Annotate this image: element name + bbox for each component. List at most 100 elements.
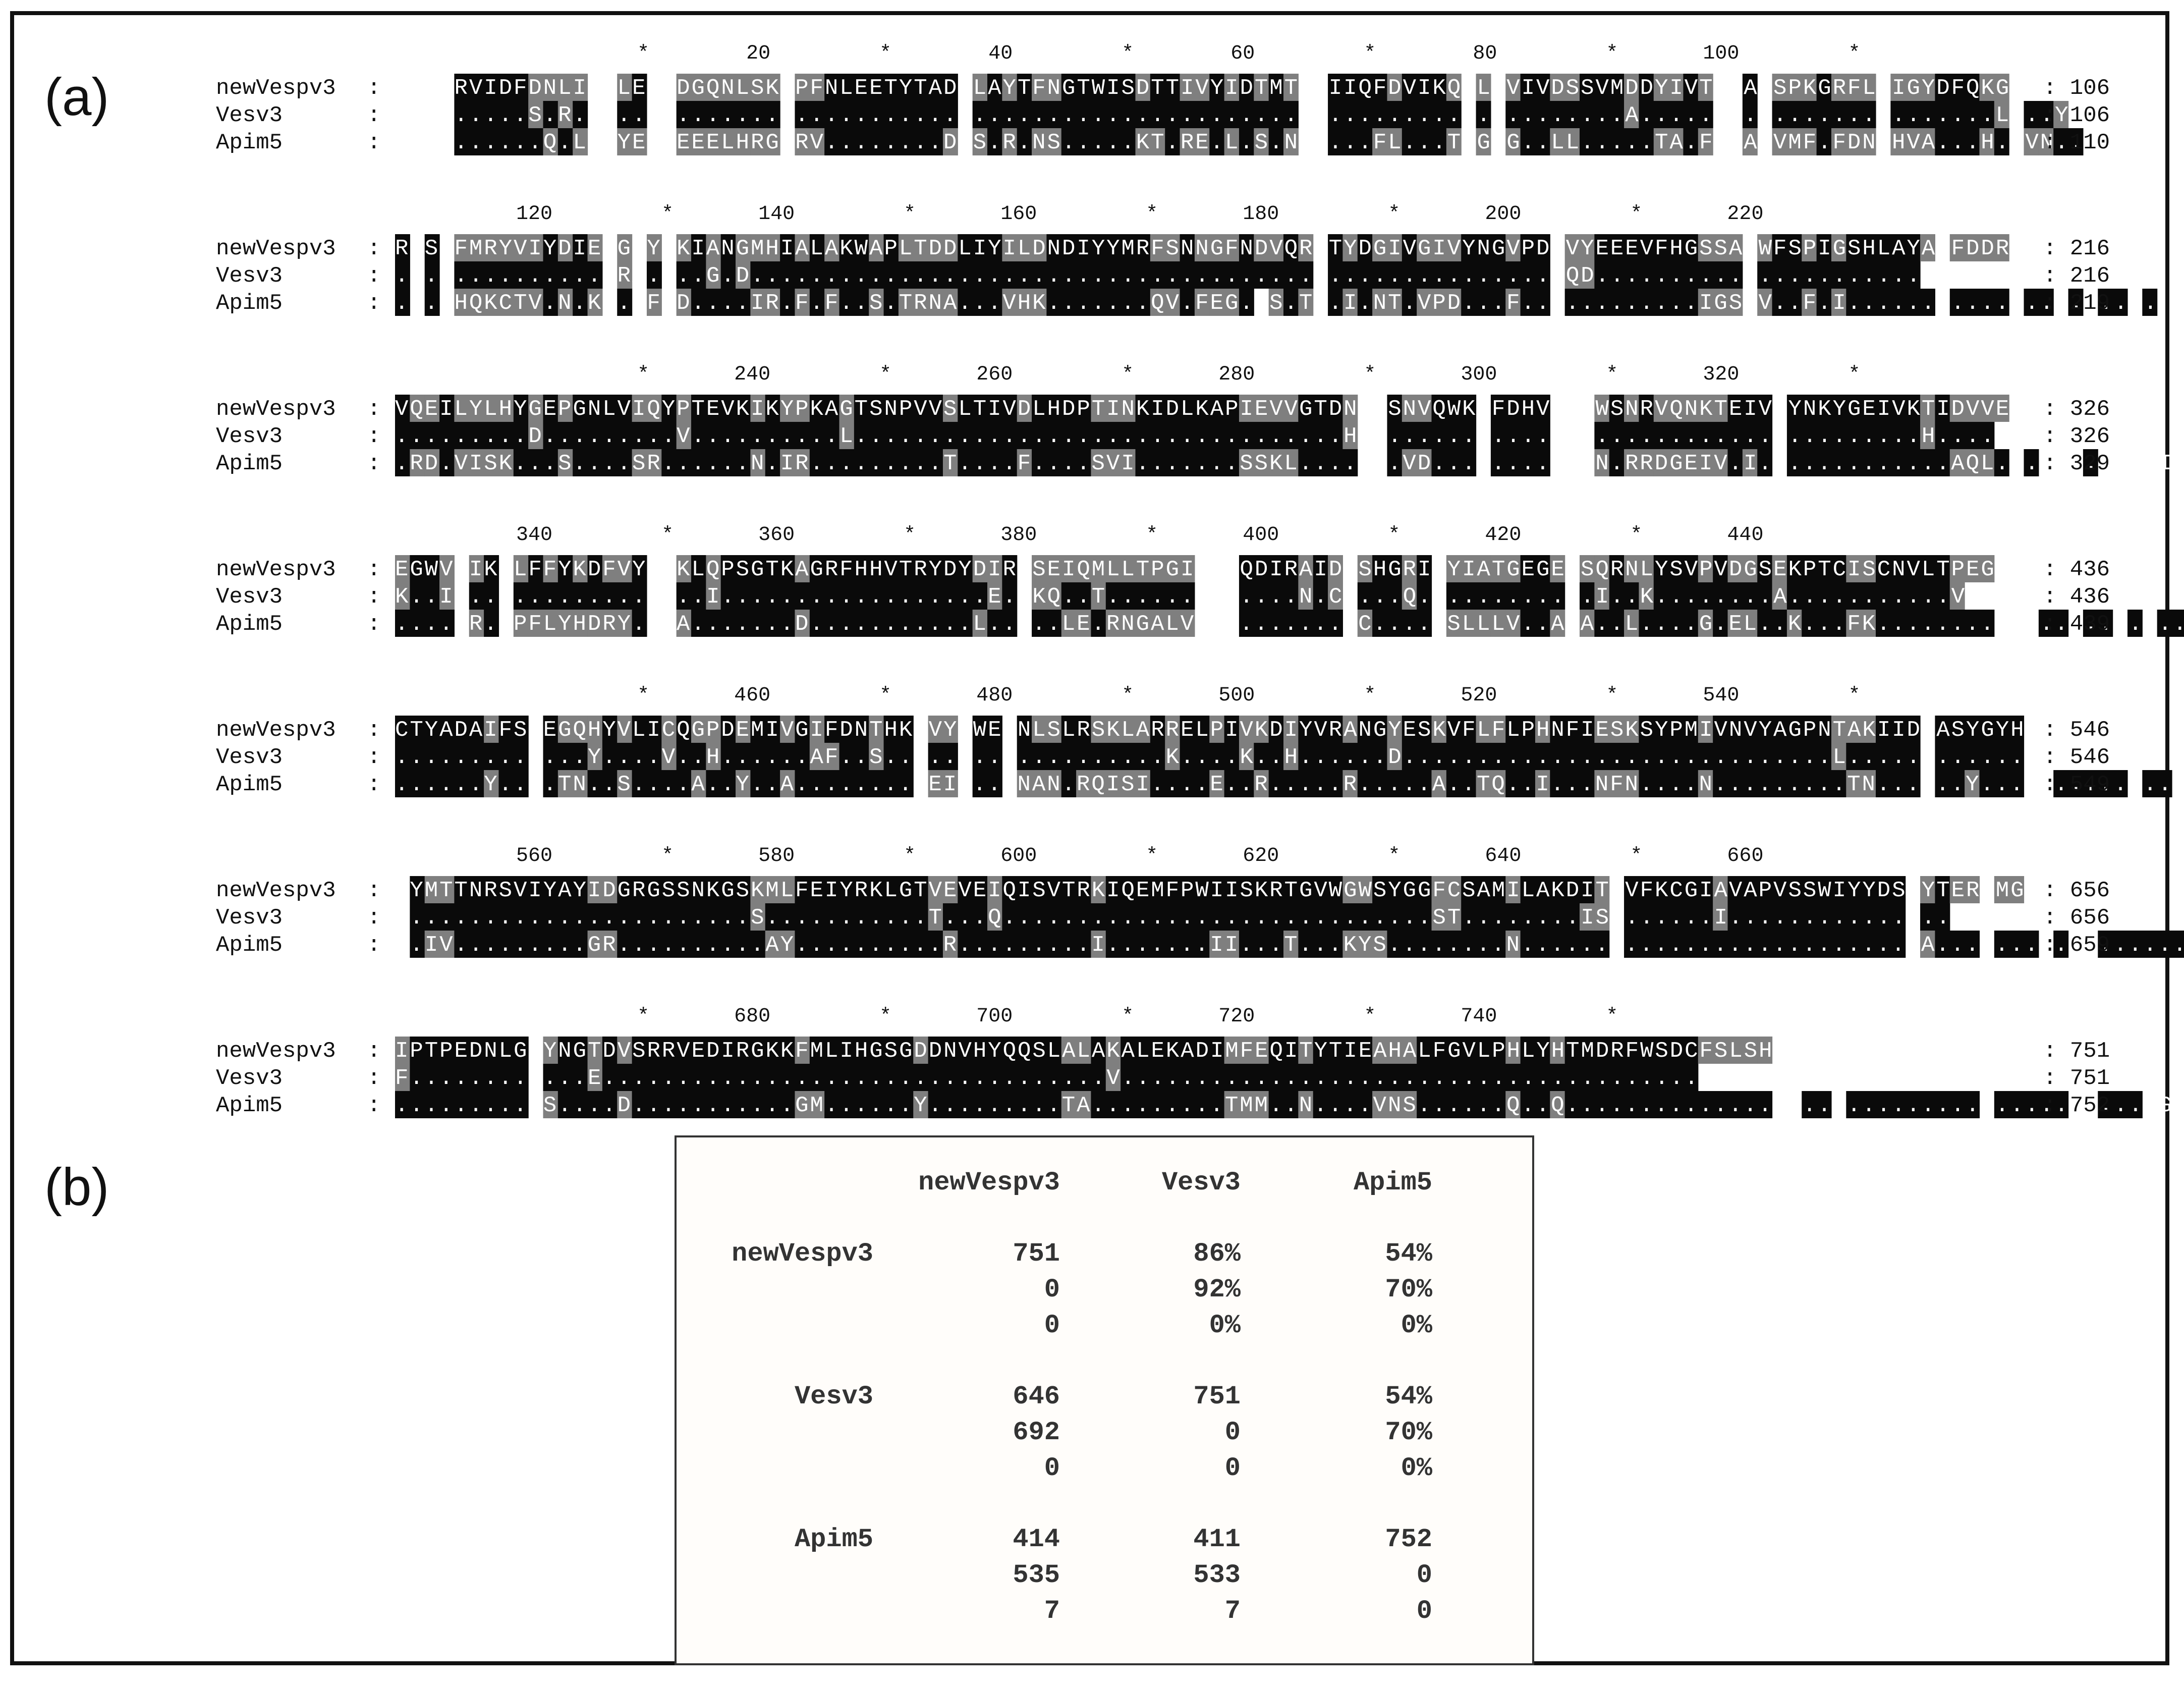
residue-shade: [898, 74, 914, 101]
residue-shade: [765, 101, 780, 128]
residue-count: : 752: [2043, 1093, 2110, 1118]
matrix-cell: 752: [1385, 1525, 1432, 1554]
residue-shade: [454, 101, 470, 128]
residue-shade: [1698, 128, 1713, 155]
residue-shade: [528, 234, 544, 261]
residue-shade: [824, 74, 840, 101]
residue-shade: [1564, 128, 1580, 155]
residue-shade: [1476, 74, 1491, 101]
residue-shade: [424, 234, 440, 261]
residue-shade: [1121, 234, 1136, 261]
residue-shade: [1683, 128, 1699, 155]
residue-shade: [2038, 128, 2054, 155]
sequence-name: newVespv3: [216, 1039, 336, 1064]
position-ruler: * 240 * 260 * 280 * 300 * 320 *: [395, 363, 1860, 386]
residue-shade: [1846, 101, 1862, 128]
residue-shade: [1239, 101, 1254, 128]
residue-shade: [1935, 74, 1950, 101]
residue-shade: [1209, 101, 1225, 128]
separator: :: [367, 933, 380, 958]
residue-shade: [1283, 101, 1299, 128]
residue-shade: [1357, 234, 1373, 261]
residue-shade: [1194, 101, 1210, 128]
residue-shade: [1890, 234, 1906, 261]
residue-shade: [1609, 234, 1625, 261]
residue-shade: [1105, 74, 1121, 101]
residue-shade: [1431, 234, 1447, 261]
residue-shade: [1342, 128, 1358, 155]
residue-shade: [1032, 128, 1047, 155]
residue-shade: [1639, 234, 1654, 261]
residue-shade: [1446, 234, 1462, 261]
residue-shade: [913, 74, 929, 101]
residue-shade: [1165, 234, 1181, 261]
residue-shade: [720, 234, 736, 261]
residue-shade: [1032, 74, 1047, 101]
residue-shade: [469, 74, 484, 101]
residue-shade: [1772, 128, 1787, 155]
sequence-name: Vesv3: [216, 584, 283, 610]
residue-shade: [1639, 74, 1654, 101]
matrix-cell: 751: [1013, 1239, 1060, 1269]
residue-shade: [528, 128, 544, 155]
residue-shade: [1209, 128, 1225, 155]
residue-shade: [573, 128, 588, 155]
residue-shade: [1180, 74, 1195, 101]
residue-shade: [1150, 101, 1165, 128]
residue-shade: [1135, 128, 1151, 155]
sequence-name: newVespv3: [216, 557, 336, 582]
residue-shade: [1328, 101, 1343, 128]
residue-shade: [1580, 128, 1595, 155]
residue-shade: [1949, 101, 1965, 128]
separator: :: [367, 745, 380, 770]
matrix-col-header: newVespv3: [918, 1168, 1060, 1198]
residue-shade: [484, 74, 499, 101]
sequence-residues: ----.....S.R.VK..ND.......V...........V.…: [395, 103, 2068, 128]
residue-shade: [1180, 234, 1195, 261]
residue-shade: [1609, 128, 1625, 155]
residue-shade: [1965, 234, 1980, 261]
residue-shade: [883, 101, 899, 128]
residue-shade: [1890, 128, 1906, 155]
residue-shade: [1861, 101, 1876, 128]
residue-shade: [1194, 128, 1210, 155]
sequence-residues: .RD.VISK...S....SR......N.IR.........T..…: [395, 451, 2184, 476]
residue-shade: [1831, 101, 1846, 128]
residue-shade: [1668, 101, 1684, 128]
residue-shade: [1965, 128, 1980, 155]
residue-shade: [1861, 74, 1876, 101]
residue-shade: [1890, 74, 1906, 101]
residue-shade: [706, 128, 721, 155]
separator: :: [367, 584, 380, 610]
residue-count: : 751: [2043, 1039, 2110, 1064]
position-ruler: * 680 * 700 * 720 * 740 *: [395, 1005, 1618, 1028]
separator: :: [367, 612, 380, 637]
residue-shade: [1949, 74, 1965, 101]
residue-shade: [1150, 74, 1165, 101]
residue-count: : 546: [2043, 745, 2110, 770]
residue-shade: [1698, 101, 1713, 128]
residue-shade: [498, 234, 514, 261]
residue-shade: [942, 74, 958, 101]
separator: :: [367, 772, 380, 797]
residue-shade: [1580, 101, 1595, 128]
matrix-cell: 0: [1416, 1596, 1432, 1626]
residue-shade: [780, 234, 796, 261]
alignment-block: * 20 * 40 * 60 * 80 * 100 * newVespv3: ---…: [216, 42, 2110, 155]
residue-shade: [1387, 74, 1403, 101]
residue-shade: [1594, 74, 1610, 101]
matrix-cell: 0: [1224, 1453, 1241, 1483]
matrix-cell: 646: [1013, 1382, 1060, 1411]
residue-shade: [1180, 101, 1195, 128]
residue-shade: [1594, 128, 1610, 155]
residue-shade: [1535, 74, 1550, 101]
residue-shade: [1890, 101, 1906, 128]
alignment-block: 560 * 580 * 600 * 620 * 640 * 660 newVesp…: [216, 845, 2184, 958]
residue-shade: [1905, 234, 1921, 261]
residue-shade: [1224, 74, 1240, 101]
sequence-name: Apim5: [216, 1093, 283, 1118]
residue-shade: [1387, 234, 1403, 261]
residue-count: : 436: [2043, 557, 2110, 582]
separator: :: [367, 424, 380, 449]
residue-shade: [1254, 101, 1269, 128]
